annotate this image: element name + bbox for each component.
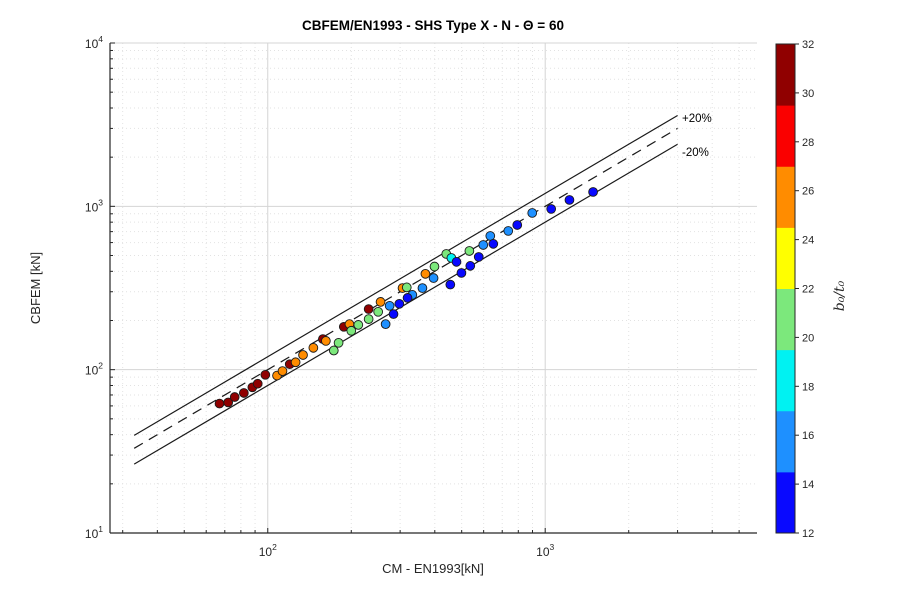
reference-line <box>133 143 678 465</box>
data-point <box>388 309 399 319</box>
data-point <box>420 269 431 279</box>
data-point <box>363 304 374 314</box>
data-point <box>290 357 301 368</box>
colorbar-tick-label: 14 <box>802 479 814 491</box>
y-tick-label: 102 <box>85 361 103 378</box>
colorbar-tick-label: 30 <box>802 88 814 100</box>
colorbar-band <box>776 44 795 106</box>
data-point <box>252 378 263 389</box>
colorbar-tick-label: 22 <box>802 284 814 296</box>
data-point <box>229 392 240 402</box>
colorbar-band <box>776 349 795 412</box>
data-point <box>363 314 374 324</box>
data-point <box>401 282 412 293</box>
data-point <box>346 325 357 336</box>
x-axis-label: CM - EN1993[kN] <box>382 561 484 576</box>
data-point <box>464 246 475 256</box>
y-tick-label: 103 <box>85 197 103 214</box>
colorbar-band <box>776 288 795 351</box>
colorbar-label: b₀/t₀ <box>832 280 848 311</box>
data-point <box>375 297 386 307</box>
data-point <box>546 204 557 214</box>
data-point <box>512 220 523 230</box>
plus20-annotation: +20% <box>682 113 712 125</box>
data-point <box>328 345 339 356</box>
data-point <box>451 257 462 267</box>
data-point <box>333 337 344 348</box>
data-point <box>564 195 575 205</box>
chart-title: CBFEM/EN1993 - SHS Type X - N - Θ = 60 <box>302 18 564 33</box>
data-point <box>402 293 413 303</box>
colorbar-band <box>776 471 795 534</box>
y-tick-label: 101 <box>85 524 103 541</box>
data-point <box>214 398 225 409</box>
data-point <box>429 261 440 272</box>
colorbar-tick-label: 20 <box>802 332 814 344</box>
colorbar-tick-label: 26 <box>802 186 814 198</box>
data-point <box>417 283 428 293</box>
x-tick-label: 102 <box>259 542 277 559</box>
colorbar-tick-label: 24 <box>802 235 814 247</box>
y-axis-label: CBFEM [kN] <box>28 252 43 324</box>
data-point <box>456 268 467 278</box>
data-point <box>384 300 395 311</box>
x-tick-label: 103 <box>536 542 554 559</box>
minus20-annotation: -20% <box>682 147 709 159</box>
data-point <box>588 187 598 197</box>
colorbar-tick-label: 16 <box>802 430 814 442</box>
data-point <box>353 320 364 330</box>
colorbar-band <box>776 105 795 167</box>
data-point <box>373 306 384 317</box>
data-point <box>298 350 308 360</box>
data-point <box>223 397 234 408</box>
data-point <box>445 279 456 290</box>
reference-line <box>133 114 678 436</box>
y-tick-label: 104 <box>85 34 103 51</box>
data-point <box>308 343 319 353</box>
colorbar-tick-label: 28 <box>802 137 814 149</box>
data-point <box>428 273 439 283</box>
chart-render-layer: 102 103 101 102 103 104 12 14 16 18 20 22 24 26 28 30 32 <box>85 34 814 559</box>
data-point <box>485 231 496 241</box>
data-point <box>488 239 499 249</box>
data-point <box>380 319 391 329</box>
colorbar-tick-label: 18 <box>802 381 814 393</box>
data-point <box>321 336 331 346</box>
data-point <box>473 252 484 262</box>
colorbar-tick-label: 32 <box>802 39 814 51</box>
colorbar-band <box>776 166 795 228</box>
data-point <box>503 226 514 236</box>
data-point <box>238 388 249 398</box>
colorbar-band <box>776 227 795 289</box>
data-point <box>394 298 405 309</box>
colorbar-band <box>776 410 795 473</box>
data-point <box>277 366 288 376</box>
data-point <box>478 240 489 250</box>
colorbar-tick-label: 12 <box>802 528 814 540</box>
data-point <box>465 261 476 271</box>
data-point <box>260 369 271 380</box>
data-point <box>527 208 538 218</box>
